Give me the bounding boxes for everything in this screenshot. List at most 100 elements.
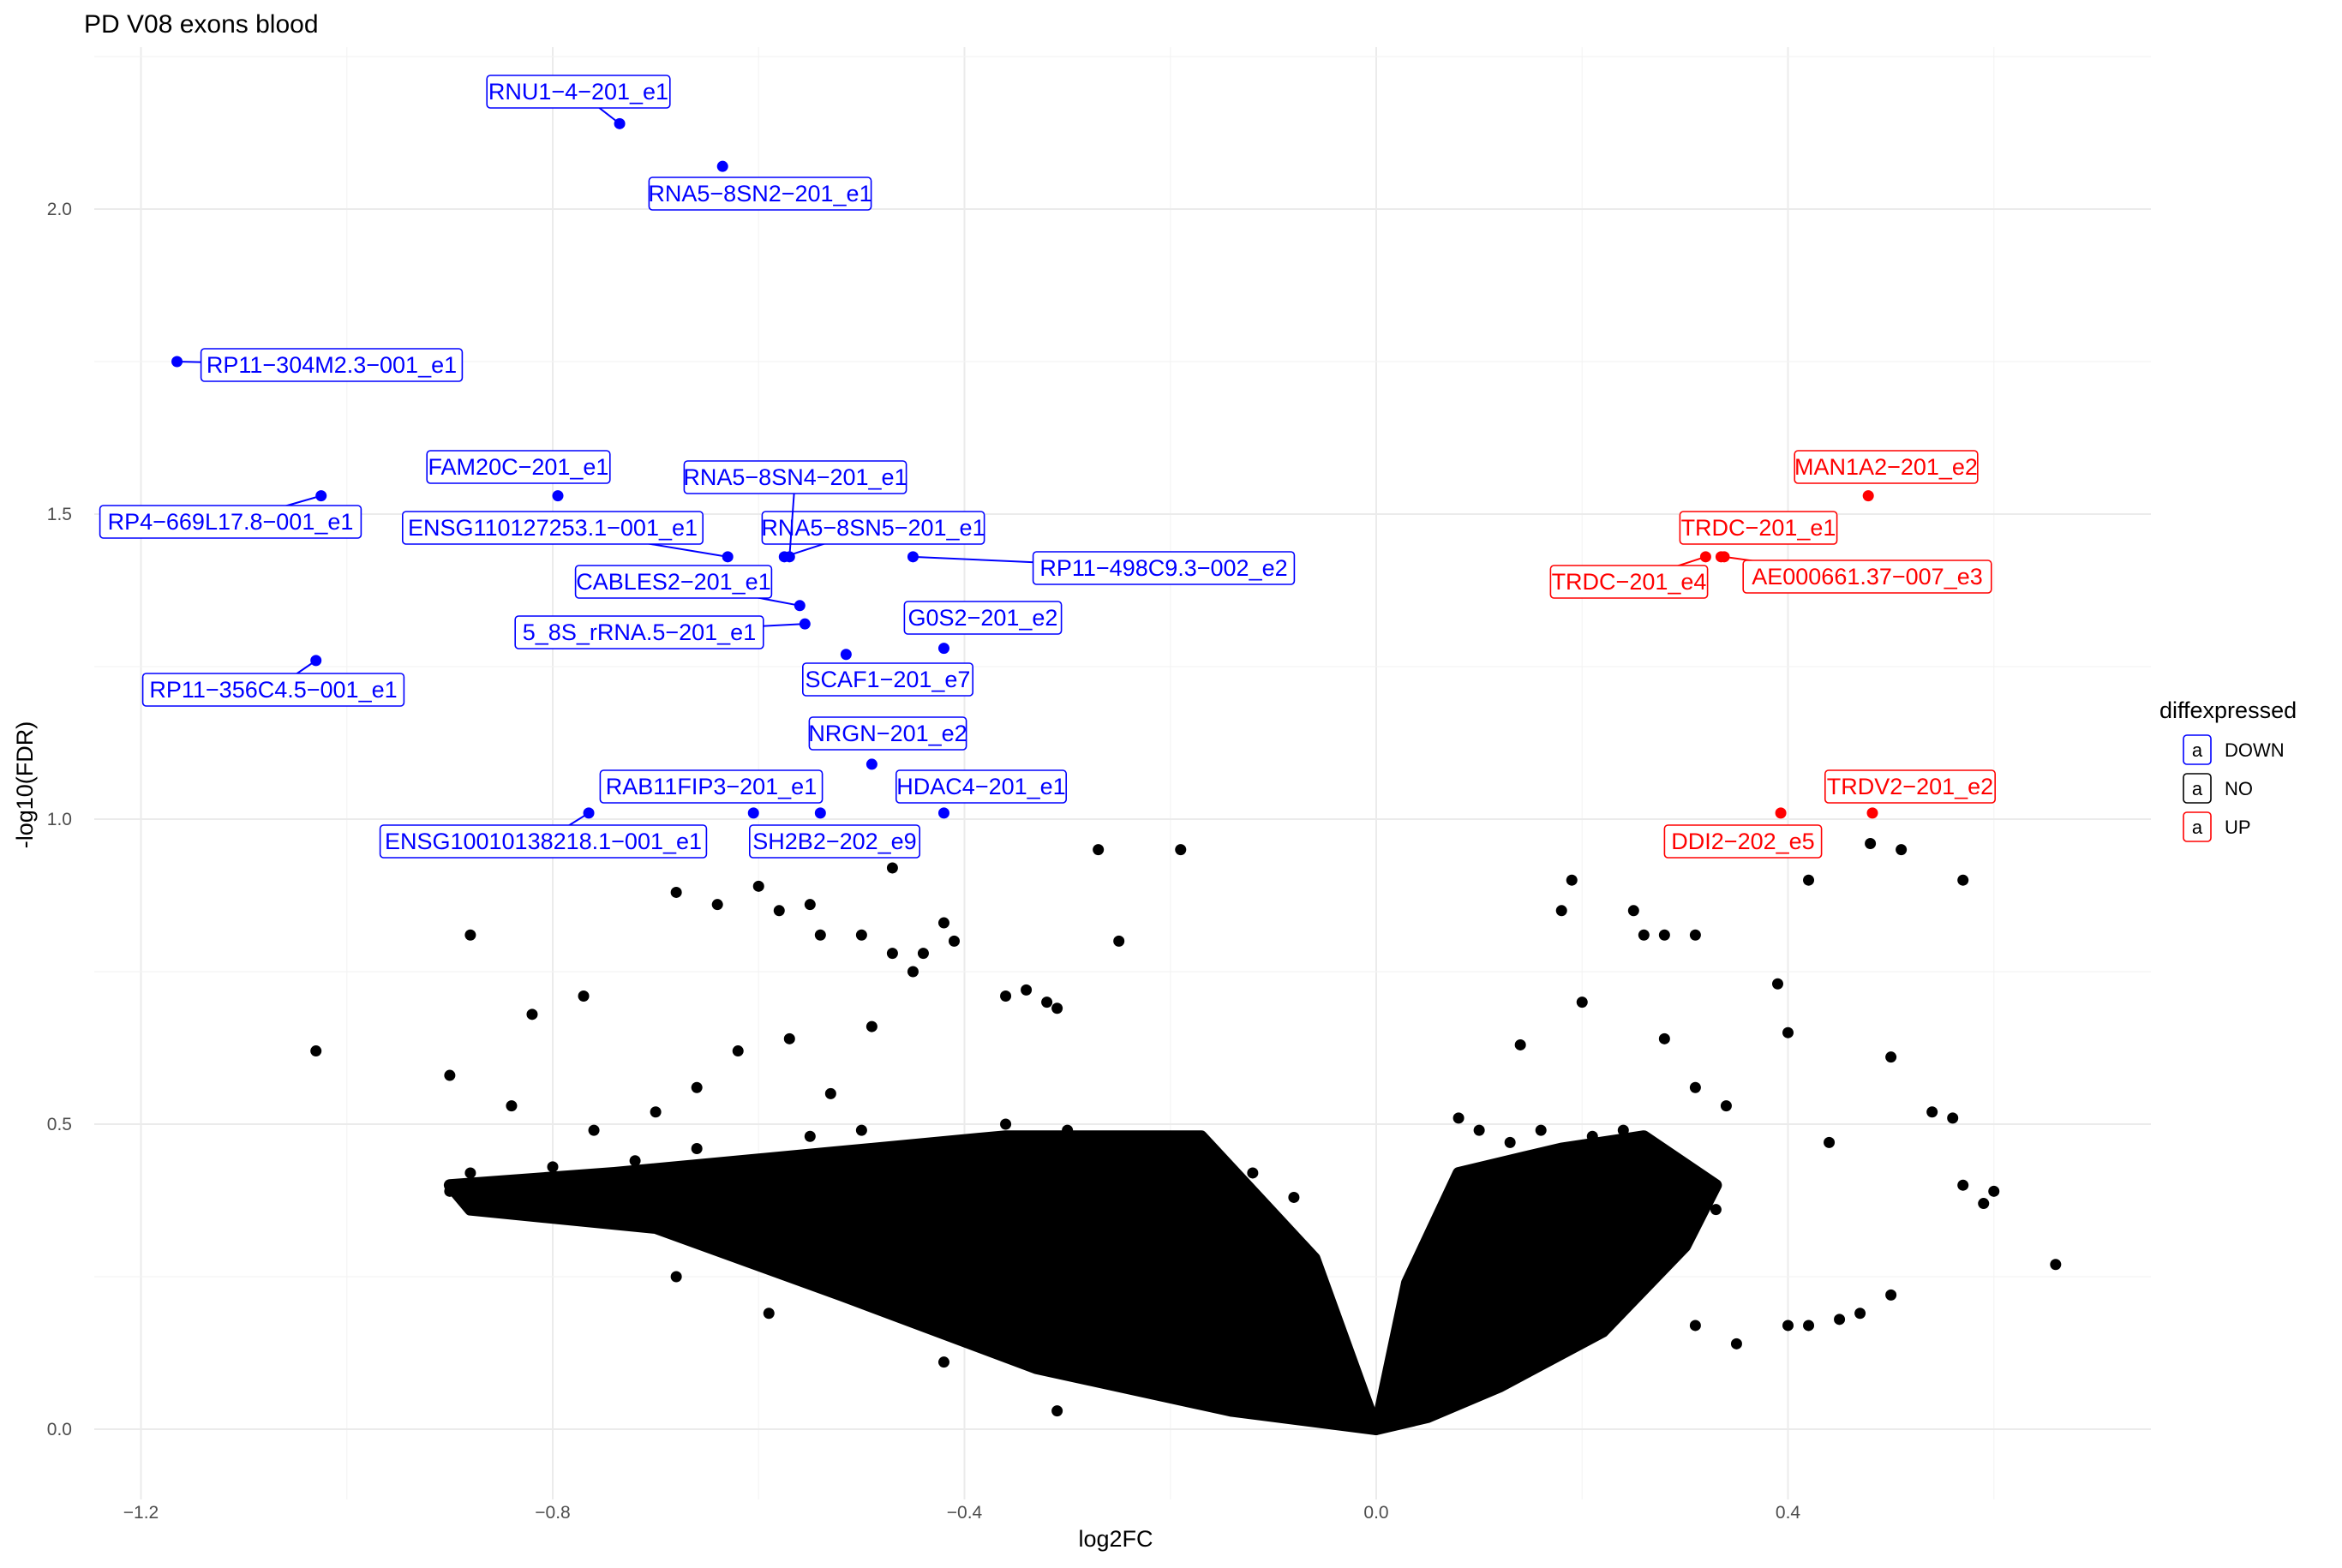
data-point — [1566, 874, 1578, 886]
label-box — [426, 450, 611, 484]
data-point — [1051, 1002, 1063, 1014]
x-tick-label: −1.2 — [123, 1503, 159, 1523]
legend-key — [2183, 773, 2212, 804]
data-point — [1658, 1032, 1670, 1044]
data-point — [1710, 1204, 1722, 1216]
data-point — [1947, 1112, 1959, 1124]
data-point — [1473, 1124, 1485, 1136]
dense-point-cloud — [443, 1130, 1722, 1435]
label-box — [486, 75, 671, 109]
point-label: HDAC4−201_e1 — [895, 769, 1068, 804]
label-text: MAN1A2−201_e2 — [1794, 454, 1978, 480]
label-text: RP11−356C4.5−001_e1 — [149, 677, 397, 703]
data-point — [948, 935, 960, 947]
data-points — [171, 117, 2062, 1417]
label-text: SCAF1−201_e7 — [806, 667, 971, 692]
label-text: RP11−304M2.3−001_e1 — [207, 352, 457, 378]
label-box — [1032, 551, 1296, 585]
data-point — [855, 1124, 867, 1136]
label-box — [1742, 560, 1992, 594]
point-label: SCAF1−201_e7 — [801, 662, 973, 697]
data-point — [752, 880, 764, 892]
label-text: TRDC−201_e4 — [1552, 569, 1707, 595]
data-point — [1803, 1320, 1815, 1332]
data-point — [1689, 1081, 1701, 1093]
label-text: G0S2−201_e2 — [908, 605, 1058, 631]
data-point — [1535, 1124, 1547, 1136]
data-point — [1689, 929, 1701, 941]
label-text: RNA5−8SN5−201_e1 — [761, 515, 985, 541]
point-label: RNU1−4−201_e1 — [486, 75, 671, 125]
data-point — [866, 758, 878, 770]
data-point — [876, 1302, 888, 1314]
legend-key-glyph: a — [2192, 739, 2203, 761]
data-point — [1453, 1112, 1464, 1124]
data-point — [1658, 929, 1670, 941]
x-axis-title: log2FC — [1078, 1526, 1153, 1552]
label-box — [1824, 769, 1997, 804]
label-box — [401, 511, 704, 545]
data-point — [732, 1240, 744, 1252]
data-point — [670, 886, 682, 898]
point-label: TRDC−201_e4 — [1549, 555, 1709, 599]
data-point — [1247, 1167, 1259, 1179]
data-point — [1021, 984, 1033, 996]
point-label: RP11−498C9.3−002_e2 — [913, 551, 1296, 585]
label-text: RNA5−8SN2−201_e1 — [648, 181, 872, 206]
label-box — [200, 348, 464, 382]
label-box — [99, 505, 362, 539]
data-point — [1576, 996, 1588, 1008]
y-tick-label: 2.0 — [47, 200, 72, 219]
point-label: 5_8S_rRNA.5−201_e1 — [514, 615, 806, 649]
point-labels: RNU1−4−201_e1 RNA5−8SN2−201_e1 RP11−304M2.… — [99, 75, 1997, 859]
label-text: TRDV2−201_e2 — [1827, 774, 1993, 799]
data-point — [1113, 935, 1125, 947]
label-box — [648, 177, 872, 211]
data-point — [763, 1308, 775, 1320]
label-box — [903, 601, 1063, 635]
label-text: ENSG110127253.1−001_e1 — [408, 515, 698, 541]
label-box — [574, 565, 773, 599]
data-point — [495, 1179, 507, 1191]
data-point — [804, 1130, 816, 1142]
label-text: RP11−498C9.3−002_e2 — [1039, 555, 1287, 581]
legend-item-no: a NO — [2183, 773, 2253, 804]
point-label: DDI2−202_e5 — [1663, 824, 1823, 859]
legend-key — [2183, 811, 2212, 842]
label-box — [748, 824, 920, 859]
data-point — [814, 929, 826, 941]
label-text: RNA5−8SN4−201_e1 — [683, 464, 907, 490]
data-point — [937, 643, 949, 655]
legend-item-down: a DOWN — [2183, 734, 2285, 765]
label-box — [1679, 511, 1838, 545]
data-point — [1062, 1124, 1074, 1136]
point-label: RNA5−8SN4−201_e1 — [683, 460, 907, 557]
point-label: ENSG110127253.1−001_e1 — [401, 511, 728, 558]
y-axis-title: -log10(FDR) — [12, 721, 38, 849]
chart-title: PD V08 exons blood — [84, 10, 319, 39]
label-box — [1549, 565, 1709, 599]
data-point — [526, 1008, 538, 1020]
label-text: ENSG10010138218.1−001_e1 — [385, 829, 702, 854]
point-label: RNA5−8SN5−201_e1 — [761, 511, 985, 558]
x-tick-label: 0.0 — [1363, 1503, 1388, 1523]
label-text: 5_8S_rRNA.5−201_e1 — [523, 619, 756, 645]
point-label: CABLES2−201_e1 — [574, 565, 800, 607]
data-point — [937, 917, 949, 929]
data-point — [1926, 1106, 1938, 1118]
point-label: TRDC−201_e1 — [1679, 511, 1838, 545]
data-point — [506, 1100, 518, 1112]
data-point — [1586, 1130, 1598, 1142]
legend-label: UP — [2225, 817, 2251, 838]
data-point — [804, 899, 816, 911]
x-tick-label: −0.4 — [947, 1503, 983, 1523]
legend-label: DOWN — [2225, 739, 2285, 761]
label-box — [808, 716, 967, 751]
data-point — [464, 1167, 476, 1179]
data-point — [1514, 1038, 1526, 1050]
data-point — [1638, 929, 1650, 941]
data-point — [1978, 1198, 1990, 1210]
data-point — [917, 948, 929, 960]
data-point — [773, 905, 785, 917]
